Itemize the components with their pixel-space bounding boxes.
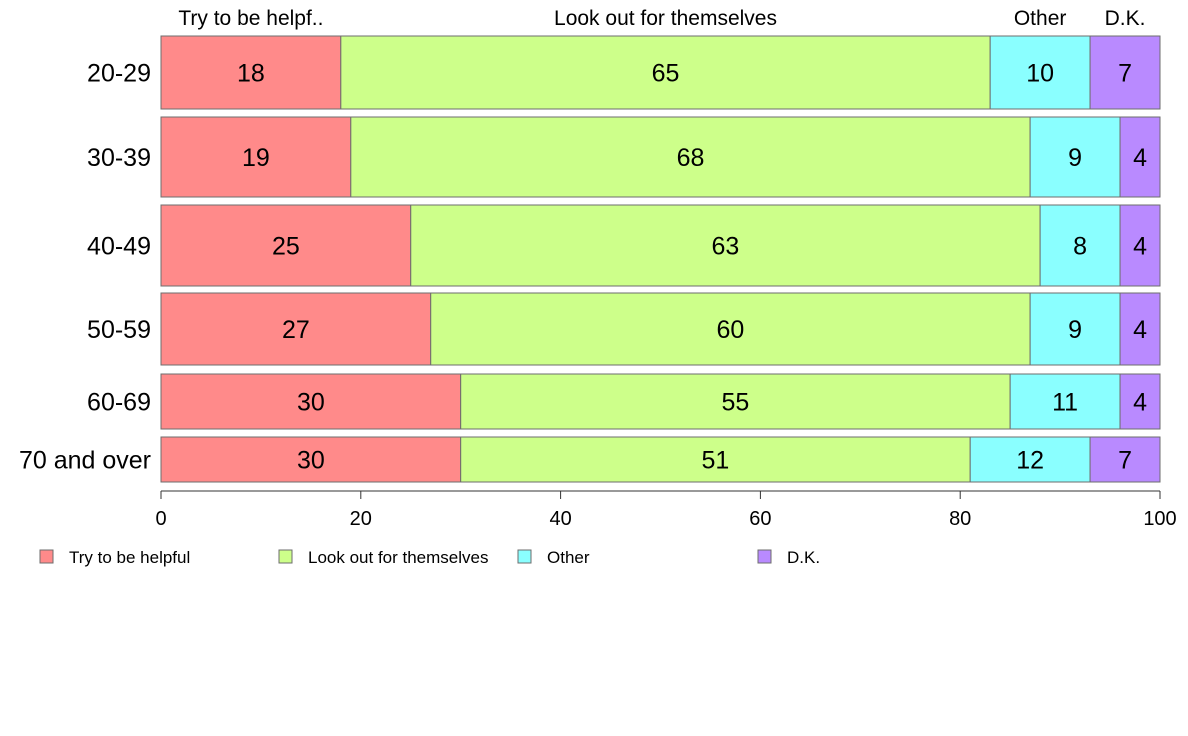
legend-label: Other bbox=[547, 548, 590, 567]
legend-label: Look out for themselves bbox=[308, 548, 488, 567]
bar-segment bbox=[160, 373, 462, 430]
data-label: 4 bbox=[1133, 316, 1147, 344]
x-tick-label: 0 bbox=[155, 508, 166, 530]
bar-segment bbox=[160, 436, 462, 483]
bars-group: 20-29 18 65 10 7 30-39 19 68 9 4 40-49 25 63 8 4 50-59 2… bbox=[19, 35, 1161, 483]
legend-swatch bbox=[757, 549, 772, 564]
data-label: 30 bbox=[297, 389, 325, 417]
bar-row: 40-49 25 63 8 4 bbox=[87, 204, 1161, 287]
legend-item: Look out for themselves bbox=[278, 548, 488, 567]
category-label: 40-49 bbox=[87, 233, 151, 261]
category-label: 60-69 bbox=[87, 389, 151, 417]
bar-segment bbox=[410, 204, 1041, 287]
top-series-labels: Try to be helpf.. Look out for themselves… bbox=[178, 7, 1145, 30]
bar-segment bbox=[1089, 436, 1161, 483]
bar-segment bbox=[1119, 292, 1161, 366]
bar-row: 20-29 18 65 10 7 bbox=[87, 35, 1161, 110]
data-label: 51 bbox=[702, 447, 730, 475]
series-top-label: D.K. bbox=[1105, 7, 1146, 30]
data-label: 10 bbox=[1026, 60, 1054, 88]
data-label: 11 bbox=[1052, 389, 1078, 417]
data-label: 4 bbox=[1133, 389, 1147, 417]
series-top-label: Other bbox=[1014, 7, 1067, 30]
bar-segment bbox=[160, 204, 412, 287]
legend-item: Try to be helpful bbox=[39, 548, 190, 567]
data-label: 7 bbox=[1118, 447, 1132, 475]
bar-segment bbox=[1119, 373, 1161, 430]
data-label: 63 bbox=[712, 233, 740, 261]
data-label: 27 bbox=[282, 316, 310, 344]
category-label: 50-59 bbox=[87, 316, 151, 344]
data-label: 8 bbox=[1073, 233, 1087, 261]
bar-segment bbox=[340, 35, 991, 110]
bar-segment bbox=[1119, 116, 1161, 198]
data-label: 19 bbox=[242, 144, 270, 172]
category-label: 70 and over bbox=[19, 447, 151, 475]
category-label: 20-29 bbox=[87, 60, 151, 88]
bar-segment bbox=[460, 373, 1011, 430]
legend-item: Other bbox=[517, 548, 590, 567]
series-top-label: Look out for themselves bbox=[554, 7, 777, 30]
bar-segment bbox=[160, 35, 342, 110]
x-tick-label: 40 bbox=[549, 508, 571, 530]
data-label: 25 bbox=[272, 233, 300, 261]
data-label: 4 bbox=[1133, 144, 1147, 172]
legend-swatch bbox=[278, 549, 293, 564]
x-tick-label: 60 bbox=[749, 508, 771, 530]
series-top-label: Try to be helpf.. bbox=[178, 7, 323, 30]
bar-segment bbox=[160, 292, 432, 366]
data-label: 4 bbox=[1133, 233, 1147, 261]
data-label: 9 bbox=[1068, 144, 1082, 172]
data-label: 68 bbox=[677, 144, 705, 172]
bar-segment bbox=[460, 436, 971, 483]
legend: Try to be helpful Look out for themselves… bbox=[39, 548, 820, 567]
legend-item: D.K. bbox=[757, 548, 820, 567]
bar-segment bbox=[1029, 116, 1121, 198]
bar-segment bbox=[1009, 373, 1121, 430]
x-axis: 0 20 40 60 80 100 bbox=[155, 490, 1177, 530]
bar-segment bbox=[1119, 204, 1161, 287]
bar-segment bbox=[969, 436, 1091, 483]
bar-row: 70 and over 30 51 12 7 bbox=[19, 436, 1161, 483]
x-tick-label: 100 bbox=[1143, 508, 1176, 530]
data-label: 7 bbox=[1118, 60, 1132, 88]
data-label: 60 bbox=[717, 316, 745, 344]
data-label: 9 bbox=[1068, 316, 1082, 344]
data-label: 65 bbox=[652, 60, 680, 88]
bar-row: 30-39 19 68 9 4 bbox=[87, 116, 1161, 198]
bar-row: 60-69 30 55 11 4 bbox=[87, 373, 1161, 430]
x-tick-label: 20 bbox=[350, 508, 372, 530]
legend-label: Try to be helpful bbox=[69, 548, 190, 567]
data-label: 18 bbox=[237, 60, 265, 88]
bar-segment bbox=[350, 116, 1031, 198]
legend-swatch bbox=[517, 549, 532, 564]
bar-segment bbox=[989, 35, 1091, 110]
bar-row: 50-59 27 60 9 4 bbox=[87, 292, 1161, 366]
legend-swatch bbox=[39, 549, 54, 564]
data-label: 55 bbox=[722, 389, 750, 417]
category-label: 30-39 bbox=[87, 144, 151, 172]
bar-segment bbox=[430, 292, 1031, 366]
data-label: 30 bbox=[297, 447, 325, 475]
legend-label: D.K. bbox=[787, 548, 820, 567]
x-tick-label: 80 bbox=[949, 508, 971, 530]
bar-segment bbox=[160, 116, 352, 198]
bar-segment bbox=[1089, 35, 1161, 110]
data-label: 12 bbox=[1016, 447, 1044, 475]
